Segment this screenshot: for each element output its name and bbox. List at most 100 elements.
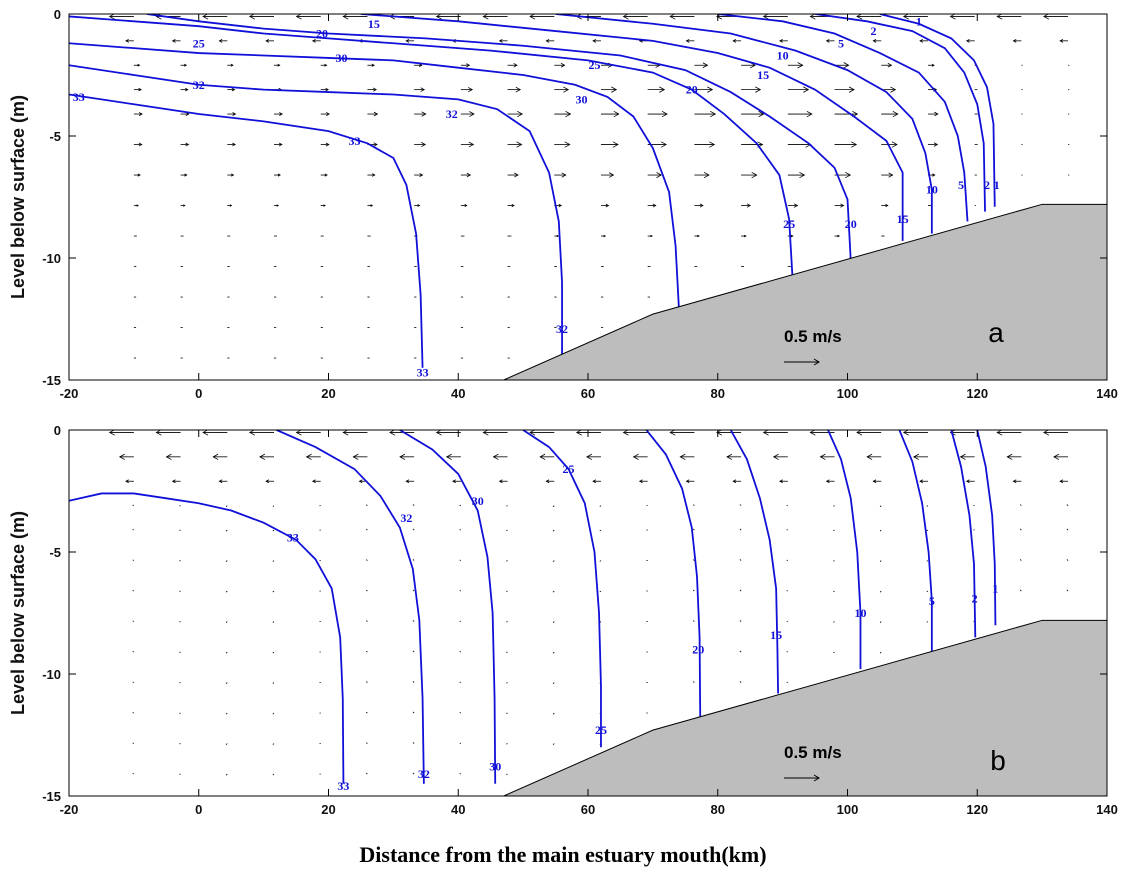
contour-label: 25 — [783, 217, 795, 231]
panel-label: b — [990, 745, 1006, 776]
velocity-arrow — [552, 743, 555, 746]
velocity-arrow — [202, 430, 228, 436]
contour-label: 32 — [446, 107, 458, 121]
x-tick-label: 100 — [837, 386, 859, 401]
velocity-arrow — [320, 173, 328, 177]
velocity-arrow — [405, 479, 415, 484]
isohaline-20 — [645, 430, 702, 718]
velocity-arrow — [1019, 589, 1022, 592]
velocity-arrow — [452, 479, 461, 484]
velocity-arrow — [739, 681, 742, 683]
velocity-arrow — [647, 203, 657, 208]
x-tick-label: 120 — [966, 802, 988, 817]
velocity-arrow — [545, 479, 555, 484]
velocity-arrow — [833, 590, 835, 593]
velocity-arrow — [779, 38, 788, 43]
contour-label: 2 — [984, 178, 990, 192]
velocity-arrow — [787, 203, 799, 208]
velocity-arrow — [1066, 528, 1069, 531]
velocity-arrow — [647, 86, 666, 93]
isohaline-10 — [555, 14, 933, 234]
y-tick-label: -15 — [42, 373, 61, 388]
contour-label: 30 — [335, 51, 347, 65]
velocity-arrow — [685, 479, 695, 484]
velocity-arrow — [320, 63, 328, 67]
scale-arrow-head — [813, 358, 820, 366]
velocity-arrow — [412, 620, 415, 622]
velocity-arrow — [272, 773, 275, 776]
velocity-arrow — [692, 620, 695, 622]
contour-label: 20 — [692, 643, 704, 657]
scale-arrow: 0.5 m/s — [784, 327, 842, 366]
velocity-arrow — [692, 528, 695, 531]
velocity-arrow — [274, 63, 281, 67]
velocity-arrows — [108, 430, 1069, 776]
velocity-arrow — [320, 142, 330, 147]
contour-label: 25 — [588, 58, 600, 72]
velocity-arrow — [552, 590, 555, 593]
velocity-arrow — [1012, 38, 1022, 43]
contour-label: 32 — [418, 767, 430, 781]
x-tick-label: 20 — [321, 386, 335, 401]
velocity-arrow — [180, 142, 190, 147]
velocity-arrow — [506, 743, 508, 745]
contour-label: 15 — [368, 17, 380, 31]
velocity-arrow — [787, 62, 804, 69]
velocity-arrow — [726, 453, 742, 460]
velocity-arrow — [507, 63, 518, 68]
velocity-arrow — [1059, 38, 1069, 43]
velocity-arrow — [685, 38, 695, 43]
velocity-arrow — [772, 453, 788, 460]
velocity-arrow — [996, 430, 1022, 436]
velocity-arrow — [272, 560, 275, 562]
contour-label: 33 — [348, 134, 360, 148]
velocity-arrow — [592, 479, 601, 484]
contour-label: 1 — [916, 14, 922, 28]
velocity-arrow — [739, 528, 742, 531]
velocity-arrow — [834, 86, 855, 93]
velocity-arrow — [507, 86, 522, 93]
velocity-arrow — [259, 453, 275, 460]
velocity-arrow — [739, 589, 742, 592]
velocity-arrow — [926, 590, 929, 593]
velocity-arrow — [460, 87, 474, 93]
velocity-arrow — [412, 528, 415, 531]
velocity-arrow — [367, 87, 377, 92]
contour-label: 33 — [73, 90, 85, 104]
velocity-arrow — [856, 14, 882, 20]
velocity-arrow — [265, 38, 275, 43]
velocity-arrow — [506, 682, 508, 684]
velocity-arrow — [600, 172, 615, 178]
x-tick-label: 40 — [451, 386, 465, 401]
velocity-arrow — [539, 453, 555, 460]
velocity-arrow — [125, 38, 134, 43]
velocity-arrow — [872, 38, 882, 43]
velocity-arrow — [552, 529, 555, 532]
velocity-arrow — [320, 204, 326, 207]
velocity-arrow — [506, 560, 508, 562]
velocity-arrow — [902, 14, 928, 20]
velocity-arrow — [679, 453, 695, 460]
x-tick-label: 40 — [451, 802, 465, 817]
velocity-arrow — [482, 14, 508, 20]
velocity-arrow — [367, 63, 375, 67]
velocity-arrow — [365, 742, 368, 744]
velocity-arrow — [459, 559, 462, 561]
velocity-arrow — [902, 430, 928, 436]
velocity-arrow — [913, 453, 928, 460]
velocity-arrow — [741, 234, 747, 238]
velocity-arrow — [866, 453, 882, 460]
velocity-arrow — [367, 173, 376, 177]
velocity-arrow — [694, 234, 700, 238]
velocity-arrow — [825, 479, 835, 484]
contour-label: 2 — [870, 24, 876, 38]
contour-label: 5 — [958, 178, 964, 192]
velocity-arrow — [879, 651, 882, 654]
velocity-arrow — [365, 650, 368, 653]
velocity-arrow — [599, 505, 602, 507]
velocity-arrow — [506, 590, 508, 592]
velocity-arrow — [554, 110, 572, 118]
velocity-arrow — [412, 650, 415, 653]
velocity-arrow — [507, 141, 523, 148]
contour-label: 10 — [854, 606, 866, 620]
